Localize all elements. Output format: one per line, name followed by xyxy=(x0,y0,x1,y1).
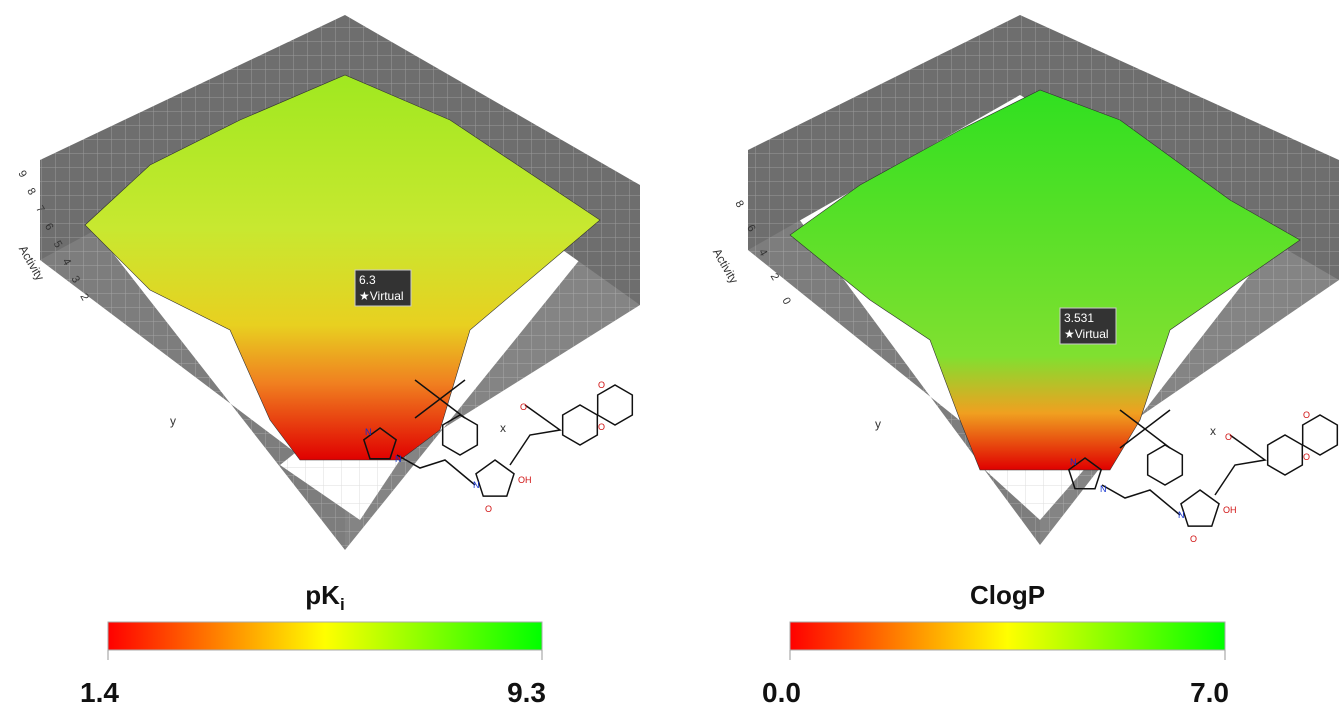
axis-tick-label: 2 xyxy=(77,292,90,303)
pyrrolone-ring xyxy=(1181,490,1219,526)
colorbar-max: 7.0 xyxy=(1190,677,1229,706)
atom-label: O xyxy=(485,504,492,514)
dioxane-ring xyxy=(598,385,633,425)
atom-label: O xyxy=(520,402,527,412)
atom-label: N xyxy=(473,480,480,490)
carbonyl xyxy=(510,405,560,465)
atom-label: O xyxy=(598,422,605,432)
atom-label: N xyxy=(1070,457,1077,467)
tooltip-label: ★Virtual xyxy=(1064,327,1109,341)
axis-tick-label: 2 xyxy=(768,271,781,282)
chain xyxy=(1102,485,1180,515)
atom-label: O xyxy=(598,380,605,390)
atom-label: OH xyxy=(1223,505,1237,515)
x-axis-label: x xyxy=(500,421,506,435)
atom-label: O xyxy=(1303,452,1310,462)
axis-tick-label: 0 xyxy=(779,296,792,307)
colorbar-min: 0.0 xyxy=(762,677,801,706)
colorbar-title-sub: i xyxy=(340,595,345,614)
atom-label: OH xyxy=(518,475,532,485)
y-axis-label: y xyxy=(875,417,881,431)
dioxane-ring xyxy=(1303,415,1338,455)
x-axis-label: x xyxy=(1210,424,1216,438)
colorbar-max: 9.3 xyxy=(507,677,546,706)
atom-label: O xyxy=(1190,534,1197,544)
benzodioxane-ring xyxy=(563,405,598,445)
colorbar-title: ClogP xyxy=(970,580,1045,610)
atom-label: O xyxy=(1225,432,1232,442)
colorbar-title-main: ClogP xyxy=(970,580,1045,610)
atom-label: N xyxy=(1100,484,1107,494)
colorbar-title-main: pK xyxy=(305,580,340,610)
tooltip-label: ★Virtual xyxy=(359,289,404,303)
figure: 98765432Activityyx6.3★VirtualNNNOOHOOOpK… xyxy=(0,0,1339,706)
axis-tick-label: 8 xyxy=(732,199,745,210)
benzene-ring xyxy=(1148,445,1183,485)
pyrrolone-ring xyxy=(476,460,514,496)
colorbar-min: 1.4 xyxy=(80,677,119,706)
tooltip-value: 3.531 xyxy=(1064,311,1094,325)
y-axis-label: y xyxy=(170,414,176,428)
benzene-ring xyxy=(443,415,478,455)
atom-label: O xyxy=(1303,410,1310,420)
benzodioxane-ring xyxy=(1268,435,1303,475)
atom-label: N xyxy=(365,427,372,437)
colorbar xyxy=(790,622,1225,650)
axis-tick-label: 8 xyxy=(24,186,37,197)
atom-label: N xyxy=(395,454,402,464)
axis-title: Activity xyxy=(710,246,741,286)
colorbar-title: pKi xyxy=(305,580,344,614)
atom-label: N xyxy=(1178,510,1185,520)
carbonyl xyxy=(1215,435,1265,495)
tooltip-value: 6.3 xyxy=(359,273,376,287)
axis-tick-label: 9 xyxy=(15,169,28,180)
colorbar xyxy=(108,622,542,650)
